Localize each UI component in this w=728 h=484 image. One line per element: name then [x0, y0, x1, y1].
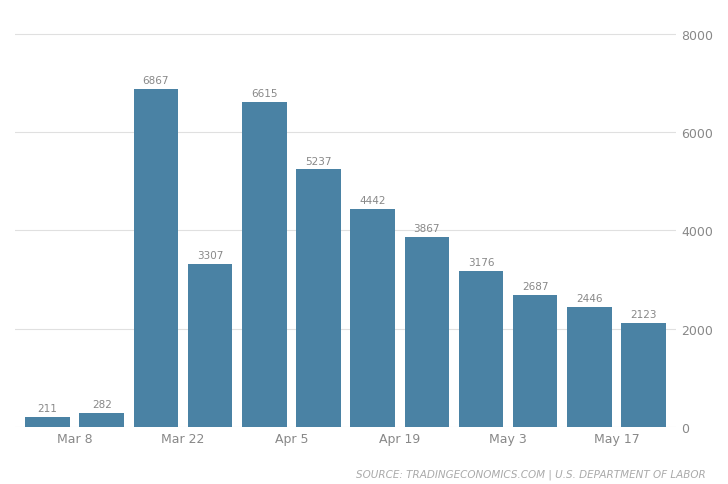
Text: 282: 282	[92, 399, 111, 409]
Text: 3867: 3867	[414, 224, 440, 233]
Text: 2123: 2123	[630, 309, 657, 319]
Text: 5237: 5237	[305, 156, 332, 166]
Bar	[79, 413, 124, 427]
Bar	[405, 237, 449, 427]
Bar	[622, 323, 666, 427]
Text: 3307: 3307	[197, 251, 223, 261]
Bar	[513, 295, 558, 427]
Bar	[350, 209, 395, 427]
Bar	[459, 271, 503, 427]
Text: 4442: 4442	[360, 195, 386, 205]
Bar	[188, 265, 232, 427]
Bar	[25, 417, 70, 427]
Text: SOURCE: TRADINGECONOMICS.COM | U.S. DEPARTMENT OF LABOR: SOURCE: TRADINGECONOMICS.COM | U.S. DEPA…	[357, 469, 706, 479]
Bar	[567, 307, 612, 427]
Bar	[134, 90, 178, 427]
Text: 2446: 2446	[576, 293, 603, 303]
Text: 6615: 6615	[251, 89, 277, 99]
Text: 2687: 2687	[522, 281, 548, 291]
Bar	[242, 103, 287, 427]
Bar	[296, 170, 341, 427]
Text: 3176: 3176	[468, 257, 494, 267]
Text: 211: 211	[38, 403, 58, 413]
Text: 6867: 6867	[143, 76, 169, 86]
